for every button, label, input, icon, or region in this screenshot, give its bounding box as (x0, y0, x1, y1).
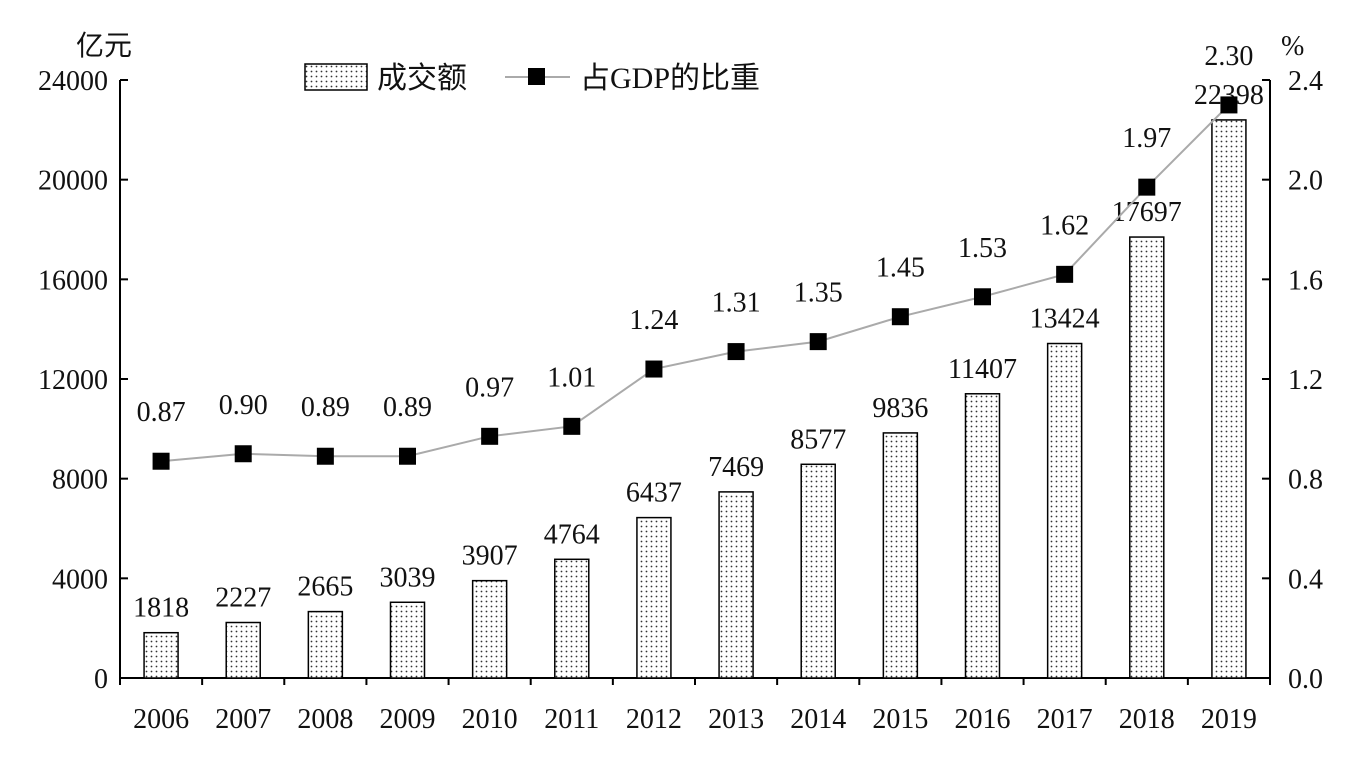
bar (554, 558, 590, 679)
right-tick-label: 2.4 (1288, 66, 1323, 97)
bar-value-label: 6437 (626, 478, 682, 509)
line-value-label: 0.97 (465, 372, 514, 403)
line-value-label: 1.01 (547, 362, 596, 393)
x-tick-label: 2019 (1201, 704, 1257, 735)
line-marker (891, 308, 909, 326)
legend: 成交额 占GDP的比重 (304, 62, 760, 95)
x-tick-label: 2007 (215, 704, 271, 735)
line-value-label: 0.90 (219, 390, 268, 421)
line-marker (809, 333, 827, 351)
right-tick-label: 0.8 (1288, 465, 1323, 496)
left-tick-label: 4000 (52, 564, 108, 595)
left-tick-label: 20000 (38, 166, 108, 197)
x-tick-label: 2011 (544, 704, 599, 735)
bar-value-label: 4764 (544, 519, 600, 550)
line-value-label: 1.24 (629, 305, 678, 336)
bar (636, 516, 672, 679)
left-tick-label: 16000 (38, 265, 108, 296)
bar (964, 393, 1001, 679)
legend-line-marker (528, 68, 545, 85)
bar-value-label: 3907 (462, 541, 518, 572)
line-value-label: 1.97 (1122, 123, 1171, 154)
right-tick-label: 2.0 (1288, 166, 1323, 197)
bar (800, 463, 836, 679)
line-marker (974, 288, 991, 306)
gdp-share-line (160, 104, 1230, 463)
x-tick-label: 2006 (133, 704, 189, 735)
bar-value-label: 11407 (948, 354, 1017, 385)
line-value-label: 0.87 (137, 397, 186, 428)
x-tick-label: 2018 (1119, 704, 1175, 735)
right-tick-label: 0.4 (1288, 564, 1323, 595)
line-marker (234, 445, 252, 463)
bar-value-label: 3039 (380, 562, 436, 593)
bar (1211, 119, 1247, 679)
bar (1129, 236, 1165, 679)
line-marker (1056, 265, 1074, 283)
bar (718, 491, 754, 679)
line-value-label: 0.89 (301, 392, 350, 423)
x-tick-label: 2009 (380, 704, 436, 735)
line-marker (645, 360, 663, 378)
legend-bar-label: 成交额 (377, 62, 467, 95)
line-value-label: 0.89 (383, 392, 432, 423)
line-value-label: 1.31 (712, 288, 761, 319)
bar (143, 631, 179, 679)
x-tick-label: 2014 (790, 704, 846, 735)
bar (1046, 342, 1083, 679)
x-tick-label: 2010 (462, 704, 518, 735)
left-axis-unit: 亿元 (76, 30, 132, 62)
line-marker (399, 447, 416, 465)
left-tick-label: 8000 (52, 465, 108, 496)
bar (225, 621, 261, 679)
right-tick-label: 1.6 (1288, 265, 1323, 296)
x-tick-label: 2012 (626, 704, 682, 735)
line-marker (1220, 96, 1238, 114)
line-marker (727, 343, 745, 361)
bar-value-label: 7469 (708, 452, 764, 483)
legend-line-label: 占GDP的比重 (580, 62, 760, 95)
bar-value-label: 2227 (215, 583, 271, 614)
bar (882, 432, 919, 679)
line-value-label: 1.53 (958, 233, 1007, 264)
x-tick-label: 2008 (297, 704, 353, 735)
bar-value-label: 1818 (133, 593, 189, 624)
bar-value-label: 8577 (790, 424, 846, 455)
left-tick-label: 24000 (38, 66, 108, 97)
line-value-label: 1.35 (794, 278, 843, 309)
right-tick-label: 0.0 (1288, 664, 1323, 695)
line-value-label: 1.45 (876, 253, 925, 284)
bar-value-label: 13424 (1030, 304, 1100, 335)
right-tick-label: 1.2 (1288, 365, 1323, 396)
line-marker (481, 427, 499, 445)
bar-value-label: 9836 (872, 393, 928, 424)
line-marker (152, 452, 170, 470)
bar-value-label: 2665 (297, 572, 353, 603)
bar (471, 579, 508, 679)
right-axis-unit: % (1281, 31, 1304, 62)
legend-bar-swatch (304, 63, 368, 91)
left-tick-label: 12000 (38, 365, 108, 396)
bar (307, 610, 344, 679)
x-tick-label: 2017 (1037, 704, 1093, 735)
line-value-label: 1.62 (1040, 210, 1089, 241)
x-tick-label: 2015 (872, 704, 928, 735)
x-tick-label: 2016 (955, 704, 1011, 735)
x-tick-label: 2013 (708, 704, 764, 735)
line-marker (563, 417, 581, 435)
line-marker (1138, 178, 1156, 196)
line-marker (316, 447, 334, 465)
left-tick-label: 0 (94, 664, 108, 695)
line-value-label: 2.30 (1204, 41, 1253, 72)
bar (389, 601, 426, 679)
